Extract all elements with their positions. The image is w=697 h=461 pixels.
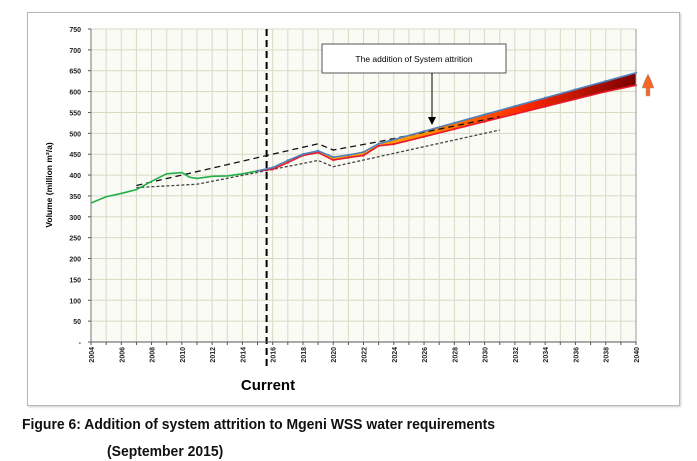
- series-point: [332, 155, 335, 159]
- x-tick-label: 2016: [271, 347, 278, 363]
- series-point: [543, 96, 547, 100]
- y-tick-label: 300: [69, 215, 81, 222]
- series-point: [453, 127, 456, 131]
- series-point: [301, 153, 305, 156]
- y-tick-label: 150: [69, 277, 81, 284]
- x-tick-label: 2040: [634, 347, 641, 363]
- y-tick-label: 650: [69, 69, 81, 76]
- series-point: [271, 166, 274, 169]
- x-tick-label: 2004: [89, 347, 96, 363]
- y-tick-label: 500: [69, 131, 81, 138]
- series-point: [347, 153, 350, 157]
- y-tick-label: 250: [69, 236, 81, 243]
- series-point: [604, 79, 607, 83]
- y-tick-label: 700: [69, 48, 81, 55]
- series-lines: [90, 29, 638, 370]
- x-tick-label: 2022: [362, 347, 369, 363]
- y-tick-label: 400: [69, 173, 81, 180]
- series-point: [271, 168, 274, 171]
- series-line: [257, 72, 637, 172]
- series-point: [347, 156, 350, 159]
- series-point: [574, 88, 577, 91]
- series-line: [90, 170, 258, 204]
- figure-caption-line1: Figure 6: Addition of system attrition t…: [22, 416, 496, 433]
- series-point: [392, 142, 395, 146]
- series-point: [362, 154, 365, 157]
- y-tick-label: 50: [73, 319, 81, 326]
- y-tick-label: 350: [69, 194, 81, 201]
- y-tick-label: 450: [69, 152, 81, 159]
- annotation-text: The addition of System attrition: [355, 54, 472, 64]
- x-tick-label: 2018: [301, 347, 308, 363]
- x-tick-label: 2008: [150, 347, 157, 363]
- series-point: [377, 142, 380, 145]
- y-tick-label: 600: [69, 90, 81, 97]
- x-tick-label: 2024: [392, 347, 399, 363]
- x-tick-label: 2026: [422, 347, 429, 363]
- y-tick-label: -: [79, 340, 82, 347]
- x-tick-label: 2010: [180, 347, 187, 363]
- series-point: [316, 149, 320, 153]
- series-point: [483, 113, 486, 116]
- series-line: [136, 129, 500, 189]
- series-point: [422, 135, 426, 138]
- x-tick-label: 2014: [240, 347, 247, 363]
- series-point: [453, 121, 456, 125]
- series-point: [392, 138, 395, 141]
- series-point: [513, 112, 517, 116]
- series-point: [362, 150, 365, 154]
- y-tick-label: 750: [69, 27, 81, 34]
- series-point: [483, 120, 486, 123]
- series-point: [256, 169, 259, 173]
- x-tick-label: 2012: [210, 347, 217, 363]
- current-label: Current: [241, 377, 295, 394]
- arrowhead-icon: [428, 117, 436, 125]
- x-tick-label: 2036: [573, 347, 580, 363]
- series-point: [543, 105, 547, 108]
- series-point: [332, 158, 335, 162]
- y-tick-label: 550: [69, 110, 81, 117]
- axes: - 50 100 150 200 250 300 350 400 450 500 550 600 650 7…: [69, 27, 641, 363]
- series-line: [257, 84, 637, 172]
- series-point: [286, 161, 290, 164]
- y-tick-label: 100: [69, 298, 81, 305]
- chart-frame: [27, 12, 680, 406]
- x-tick-label: 2030: [483, 347, 490, 363]
- x-tick-label: 2038: [604, 347, 611, 363]
- up-arrow-icon: [641, 73, 655, 97]
- y-tick-label: 200: [69, 257, 81, 264]
- series-point: [604, 90, 607, 93]
- series-point: [286, 159, 290, 162]
- x-tick-label: 2034: [543, 347, 550, 363]
- y-axis-label: Volume (million m³/a): [44, 142, 54, 227]
- annotation-box: The addition of System attrition: [321, 43, 507, 125]
- series-point: [377, 144, 380, 148]
- figure-caption-line2: (September 2015): [107, 443, 224, 460]
- x-tick-label: 2028: [452, 347, 459, 363]
- x-tick-label: 2020: [331, 347, 338, 363]
- x-tick-label: 2006: [119, 347, 126, 363]
- series-point: [574, 97, 577, 101]
- series-point: [513, 105, 517, 108]
- x-tick-label: 2032: [513, 347, 520, 363]
- series-point: [422, 130, 426, 133]
